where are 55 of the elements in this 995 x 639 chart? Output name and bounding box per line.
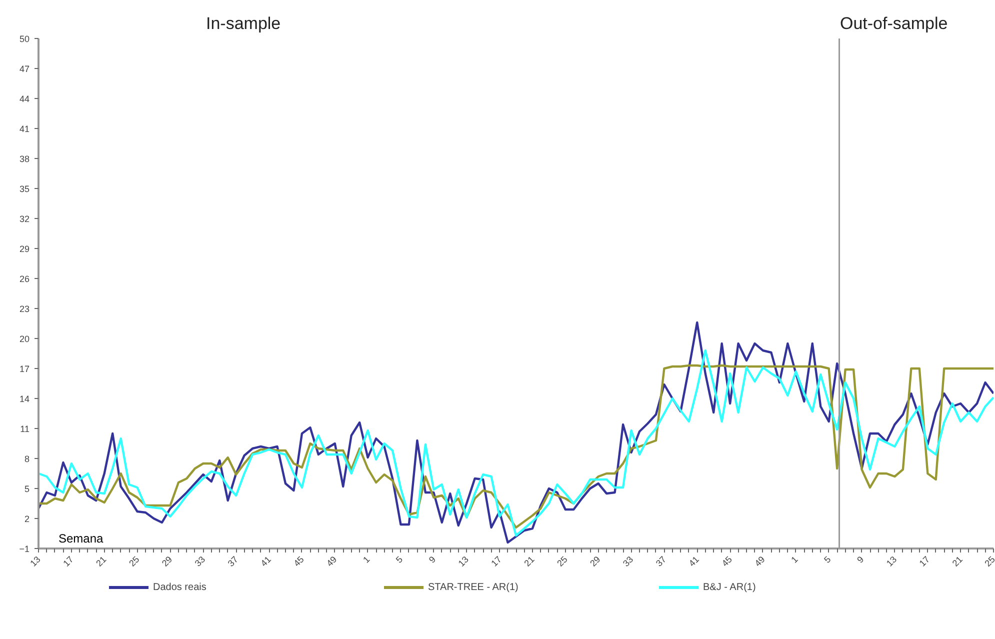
- x-tick-label: 9: [855, 554, 866, 565]
- x-tick-label: 45: [720, 554, 734, 568]
- x-tick-label: 1: [789, 554, 800, 565]
- x-tick-label: 9: [426, 554, 438, 565]
- y-tick-label: 2: [24, 514, 30, 524]
- x-axis-title: Semana: [58, 532, 104, 546]
- x-tick-label: 29: [160, 554, 174, 568]
- y-tick-label: 41: [19, 124, 30, 134]
- x-tick-label: 13: [456, 554, 470, 568]
- y-tick-label: 23: [19, 304, 30, 314]
- x-tick-label: 37: [654, 554, 668, 568]
- y-tick-label: 38: [19, 154, 30, 164]
- x-tick-label: 21: [522, 554, 536, 568]
- y-tick-label: −1: [19, 544, 30, 554]
- y-tick-label: 14: [19, 394, 30, 404]
- x-tick-label: 13: [884, 554, 899, 568]
- y-tick-label: 47: [19, 64, 30, 74]
- y-tick-label: 17: [19, 364, 30, 374]
- y-tick-label: 8: [24, 454, 30, 464]
- y-tick-label: 32: [19, 214, 30, 224]
- y-tick-label: 50: [19, 34, 30, 44]
- x-tick-label: 13: [28, 554, 42, 568]
- y-tick-label: 29: [19, 244, 30, 254]
- x-tick-label: 5: [822, 554, 833, 565]
- x-tick-label: 17: [61, 554, 76, 568]
- x-tick-label: 37: [226, 554, 240, 568]
- x-tick-label: 45: [292, 554, 306, 568]
- x-tick-label: 41: [686, 554, 702, 568]
- legend-label: B&J - AR(1): [703, 581, 757, 593]
- y-tick-label: 11: [20, 424, 30, 434]
- y-tick-label: 26: [19, 274, 30, 284]
- line-series: [38, 321, 994, 544]
- x-tick-label: 25: [127, 554, 142, 568]
- y-tick-label: 44: [19, 94, 30, 104]
- y-tick-label: 20: [19, 334, 30, 344]
- text: Out-of-sample: [840, 13, 948, 35]
- x-tick-label: 17: [917, 554, 932, 568]
- legend-label: STAR-TREE - AR(1): [428, 581, 520, 593]
- x-tick-label: 49: [324, 554, 339, 568]
- x-tick-label: 41: [258, 554, 273, 568]
- y-tick-label: 35: [19, 184, 30, 194]
- x-tick-label: 5: [394, 554, 405, 565]
- text: In-sample: [206, 13, 281, 35]
- x-tick-label: 21: [94, 554, 108, 568]
- x-tick-label: 21: [950, 554, 964, 568]
- x-tick-label: 25: [555, 554, 570, 568]
- x-tick-label: 33: [192, 554, 208, 568]
- y-tick-label: 5: [24, 484, 30, 494]
- x-tick-label: 25: [982, 554, 995, 568]
- legend-label: Dados reais: [153, 581, 208, 593]
- x-tick-label: 1: [361, 554, 372, 565]
- x-tick-label: 29: [588, 554, 602, 568]
- x-tick-label: 17: [489, 554, 504, 568]
- x-tick-label: 33: [621, 554, 636, 568]
- x-tick-label: 49: [752, 554, 767, 568]
